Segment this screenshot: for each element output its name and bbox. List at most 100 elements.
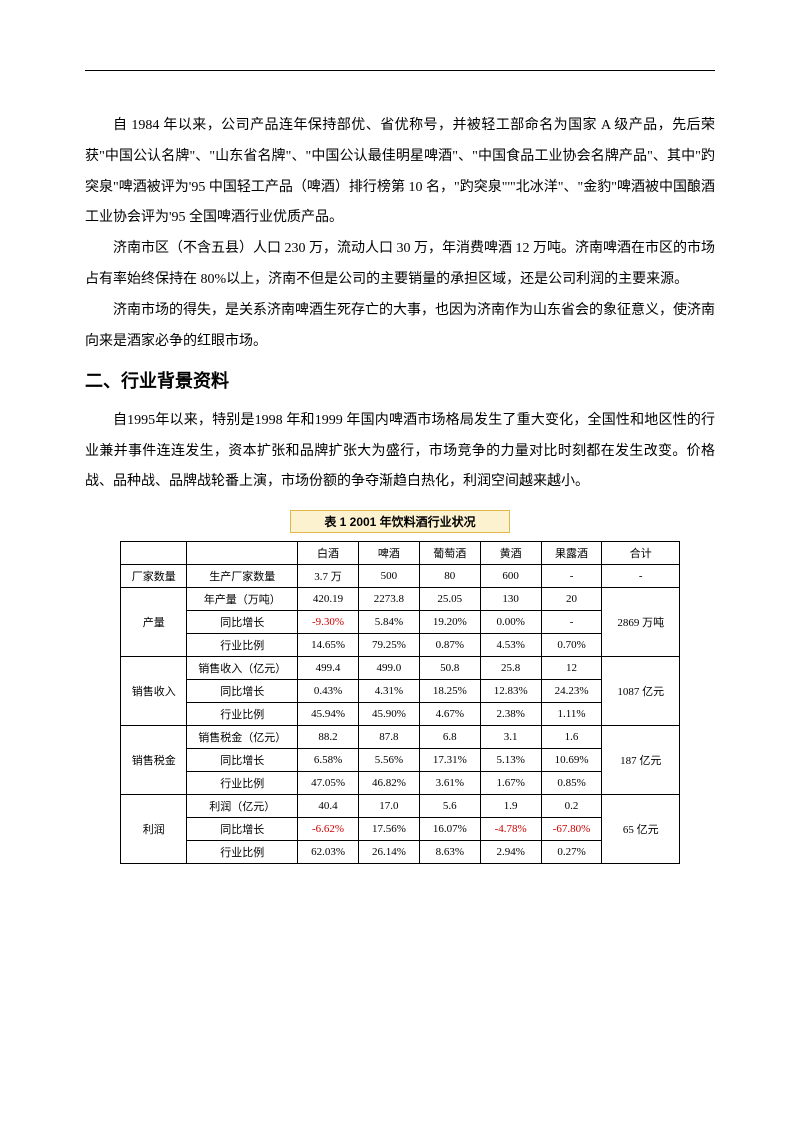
table-cell: 26.14% — [358, 841, 419, 864]
table-cell: 499.4 — [298, 657, 359, 680]
table-group-total: 187 亿元 — [602, 726, 680, 795]
table-sub-label: 利润（亿元） — [187, 795, 298, 818]
table-cell: 130 — [480, 588, 541, 611]
table-sub-label: 行业比例 — [187, 703, 298, 726]
table-cell: 0.70% — [541, 634, 602, 657]
table-col-header: 果露酒 — [541, 542, 602, 565]
table-cell: 499.0 — [358, 657, 419, 680]
table-group-label: 厂家数量 — [121, 565, 187, 588]
table-sub-label: 行业比例 — [187, 634, 298, 657]
table-cell: 17.31% — [419, 749, 480, 772]
table-cell: 1.67% — [480, 772, 541, 795]
table-cell: 5.56% — [358, 749, 419, 772]
table-cell: 8.63% — [419, 841, 480, 864]
table-cell: 420.19 — [298, 588, 359, 611]
table-cell: 50.8 — [419, 657, 480, 680]
table-cell: 24.23% — [541, 680, 602, 703]
table-sub-label: 同比增长 — [187, 611, 298, 634]
table-cell: 3.7 万 — [298, 565, 359, 588]
table-cell: 79.25% — [358, 634, 419, 657]
table-cell: -67.80% — [541, 818, 602, 841]
table-cell: 0.43% — [298, 680, 359, 703]
table-cell: 4.31% — [358, 680, 419, 703]
table-cell: 16.07% — [419, 818, 480, 841]
table-cell: - — [541, 565, 602, 588]
table-title: 表 1 2001 年饮料酒行业状况 — [290, 510, 510, 533]
table-cell: 0.85% — [541, 772, 602, 795]
section-heading: 二、行业背景资料 — [85, 365, 715, 397]
paragraph-2: 济南市区（不含五县）人口 230 万，流动人口 30 万，年消费啤酒 12 万吨… — [85, 234, 715, 296]
table-sub-label: 同比增长 — [187, 749, 298, 772]
table-row: 行业比例45.94%45.90%4.67%2.38%1.11% — [121, 703, 680, 726]
table-cell: 46.82% — [358, 772, 419, 795]
table-row: 产量年产量（万吨）420.192273.825.05130202869 万吨 — [121, 588, 680, 611]
table-cell: 6.8 — [419, 726, 480, 749]
table-row: 销售税金销售税金（亿元）88.287.86.83.11.6187 亿元 — [121, 726, 680, 749]
table-group-label: 产量 — [121, 588, 187, 657]
table-cell: 62.03% — [298, 841, 359, 864]
table-cell: 1.9 — [480, 795, 541, 818]
table-cell: 25.05 — [419, 588, 480, 611]
table-group-total: 65 亿元 — [602, 795, 680, 864]
table-group-label: 销售收入 — [121, 657, 187, 726]
table-row: 同比增长6.58%5.56%17.31%5.13%10.69% — [121, 749, 680, 772]
table-sub-label: 生产厂家数量 — [187, 565, 298, 588]
table-col-header: 啤酒 — [358, 542, 419, 565]
table-cell: 12 — [541, 657, 602, 680]
table-row: 行业比例62.03%26.14%8.63%2.94%0.27% — [121, 841, 680, 864]
table-sub-label: 同比增长 — [187, 818, 298, 841]
table-cell: 5.84% — [358, 611, 419, 634]
table-col-header: 黄酒 — [480, 542, 541, 565]
page: 自 1984 年以来，公司产品连年保持部优、省优称号，并被轻工部命名为国家 A … — [0, 0, 800, 1132]
table-row: 销售收入销售收入（亿元）499.4499.050.825.8121087 亿元 — [121, 657, 680, 680]
table-cell: 3.61% — [419, 772, 480, 795]
table-cell: 0.2 — [541, 795, 602, 818]
table-cell: 5.6 — [419, 795, 480, 818]
table-cell: - — [541, 611, 602, 634]
table-row: 同比增长-9.30%5.84%19.20%0.00%- — [121, 611, 680, 634]
table-row: 同比增长-6.62%17.56%16.07%-4.78%-67.80% — [121, 818, 680, 841]
table-header-row: 白酒啤酒葡萄酒黄酒果露酒合计 — [121, 542, 680, 565]
table-cell: 2.94% — [480, 841, 541, 864]
table-cell: 25.8 — [480, 657, 541, 680]
paragraph-1: 自 1984 年以来，公司产品连年保持部优、省优称号，并被轻工部命名为国家 A … — [85, 111, 715, 234]
table-sub-label: 年产量（万吨） — [187, 588, 298, 611]
table-cell: 47.05% — [298, 772, 359, 795]
table-cell: 3.1 — [480, 726, 541, 749]
table-cell: 45.94% — [298, 703, 359, 726]
table-sub-label: 行业比例 — [187, 772, 298, 795]
table-col-header: 合计 — [602, 542, 680, 565]
table-cell: -9.30% — [298, 611, 359, 634]
table-cell: -6.62% — [298, 818, 359, 841]
table-body: 厂家数量生产厂家数量3.7 万50080600--产量年产量（万吨）420.19… — [121, 565, 680, 864]
table-row: 行业比例14.65%79.25%0.87%4.53%0.70% — [121, 634, 680, 657]
table-cell: 14.65% — [298, 634, 359, 657]
table-sub-label: 行业比例 — [187, 841, 298, 864]
data-table: 白酒啤酒葡萄酒黄酒果露酒合计 厂家数量生产厂家数量3.7 万50080600--… — [120, 541, 680, 864]
table-cell: 2.38% — [480, 703, 541, 726]
table-group-label: 销售税金 — [121, 726, 187, 795]
table-cell: 40.4 — [298, 795, 359, 818]
table-cell: 17.56% — [358, 818, 419, 841]
table-cell: 18.25% — [419, 680, 480, 703]
paragraph-3: 济南市场的得失，是关系济南啤酒生死存亡的大事，也因为济南作为山东省会的象征意义，… — [85, 296, 715, 358]
table-cell: 6.58% — [298, 749, 359, 772]
table-group-total: 2869 万吨 — [602, 588, 680, 657]
table-cell: 17.0 — [358, 795, 419, 818]
table-cell: 87.8 — [358, 726, 419, 749]
table-group-label: 利润 — [121, 795, 187, 864]
table-cell: 10.69% — [541, 749, 602, 772]
table-cell: 45.90% — [358, 703, 419, 726]
paragraph-4: 自1995年以来，特别是1998 年和1999 年国内啤酒市场格局发生了重大变化… — [85, 406, 715, 498]
table-cell: 5.13% — [480, 749, 541, 772]
table-cell: 1.11% — [541, 703, 602, 726]
table-head: 白酒啤酒葡萄酒黄酒果露酒合计 — [121, 542, 680, 565]
table-cell: 600 — [480, 565, 541, 588]
table-cell: 80 — [419, 565, 480, 588]
table-cell: 4.67% — [419, 703, 480, 726]
table-group-total: 1087 亿元 — [602, 657, 680, 726]
table-cell: 0.87% — [419, 634, 480, 657]
table-cell: 88.2 — [298, 726, 359, 749]
table-cell: 2273.8 — [358, 588, 419, 611]
table-cell: 4.53% — [480, 634, 541, 657]
